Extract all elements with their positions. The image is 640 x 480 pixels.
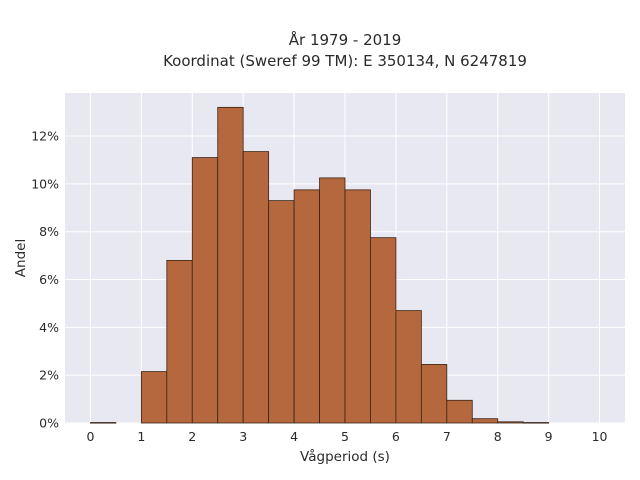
x-tick-label: 4 [290,429,298,444]
x-tick-label: 1 [137,429,145,444]
histogram-bar [522,422,550,424]
histogram-bar [242,151,270,424]
chart-title-line-2: Koordinat (Sweref 99 TM): E 350134, N 62… [163,52,527,70]
histogram-bar [446,399,473,424]
x-tick-label: 8 [494,429,502,444]
x-tick-label: 6 [392,429,400,444]
histogram-bar [268,200,295,424]
histogram-bar [217,106,244,424]
x-tick-label: 7 [443,429,451,444]
histogram-bar [370,237,397,424]
y-tick-label: 10% [31,176,59,191]
histogram-bar [191,157,219,424]
x-tick-label: 3 [239,429,247,444]
bars [90,106,550,424]
histogram-bar [420,364,448,424]
y-tick-label: 0% [39,416,59,431]
x-tick-label: 9 [545,429,553,444]
histogram-bar [319,177,346,424]
histogram-bar [497,421,524,424]
x-tick-label: 5 [341,429,349,444]
chart-title-line-1: År 1979 - 2019 [289,30,402,49]
x-tick-label: 0 [86,429,94,444]
histogram-bar [166,259,193,424]
histogram-bar [90,422,117,424]
y-tick-label: 8% [39,224,59,239]
histogram-bar [395,310,422,424]
x-tick-label: 2 [188,429,196,444]
histogram-bar [293,189,320,424]
x-tick-label: 10 [592,429,608,444]
y-axis-label: Andel [13,239,29,277]
tick-labels: 0 1 2 3 4 5 6 7 8 9 10 0% 2% 4% 6% 8% 10% 12% [31,129,607,444]
histogram-bar [344,189,371,424]
y-tick-label: 4% [39,320,59,335]
histogram-bar [140,371,168,424]
histogram-bar [471,418,499,424]
y-tick-label: 12% [31,129,59,144]
y-tick-label: 6% [39,272,59,287]
x-axis-label: Vågperiod (s) [300,448,390,465]
y-tick-label: 2% [39,368,59,383]
